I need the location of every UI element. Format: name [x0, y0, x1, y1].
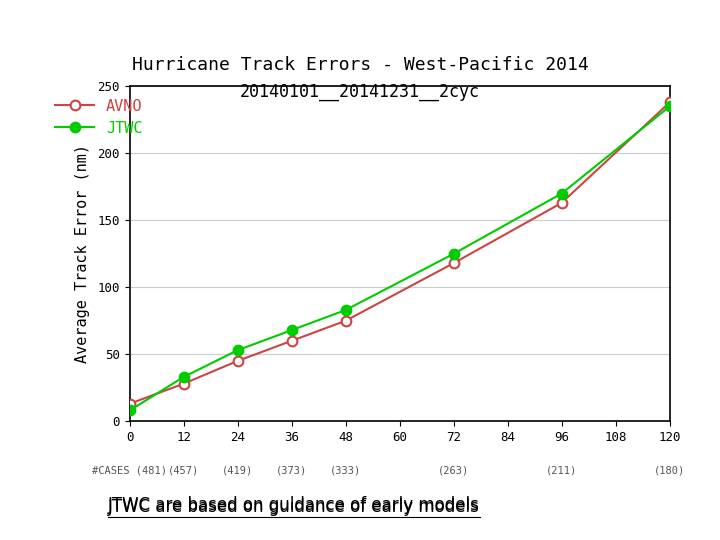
Text: (263): (263)	[438, 465, 469, 476]
Text: (373): (373)	[276, 465, 307, 476]
Text: #CASES (481): #CASES (481)	[92, 465, 167, 476]
Text: JTWC are based on guidance of early models: JTWC are based on guidance of early mode…	[108, 498, 480, 516]
Y-axis label: Average Track Error (nm): Average Track Error (nm)	[76, 144, 91, 363]
Text: Hurricane Track Errors - West-Pacific 2014: Hurricane Track Errors - West-Pacific 20…	[132, 56, 588, 74]
Text: JTWC are based on guidance of early models: JTWC are based on guidance of early mode…	[0, 539, 1, 540]
Text: JTWC are based on guidance of early models: JTWC are based on guidance of early mode…	[108, 496, 480, 514]
Text: (180): (180)	[654, 465, 685, 476]
Text: 20140101__20141231__2cyc: 20140101__20141231__2cyc	[240, 83, 480, 101]
Legend: AVNO, JTWC: AVNO, JTWC	[51, 94, 147, 141]
Text: (333): (333)	[330, 465, 361, 476]
Text: (211): (211)	[546, 465, 577, 476]
Text: (419): (419)	[222, 465, 253, 476]
Text: (457): (457)	[168, 465, 199, 476]
